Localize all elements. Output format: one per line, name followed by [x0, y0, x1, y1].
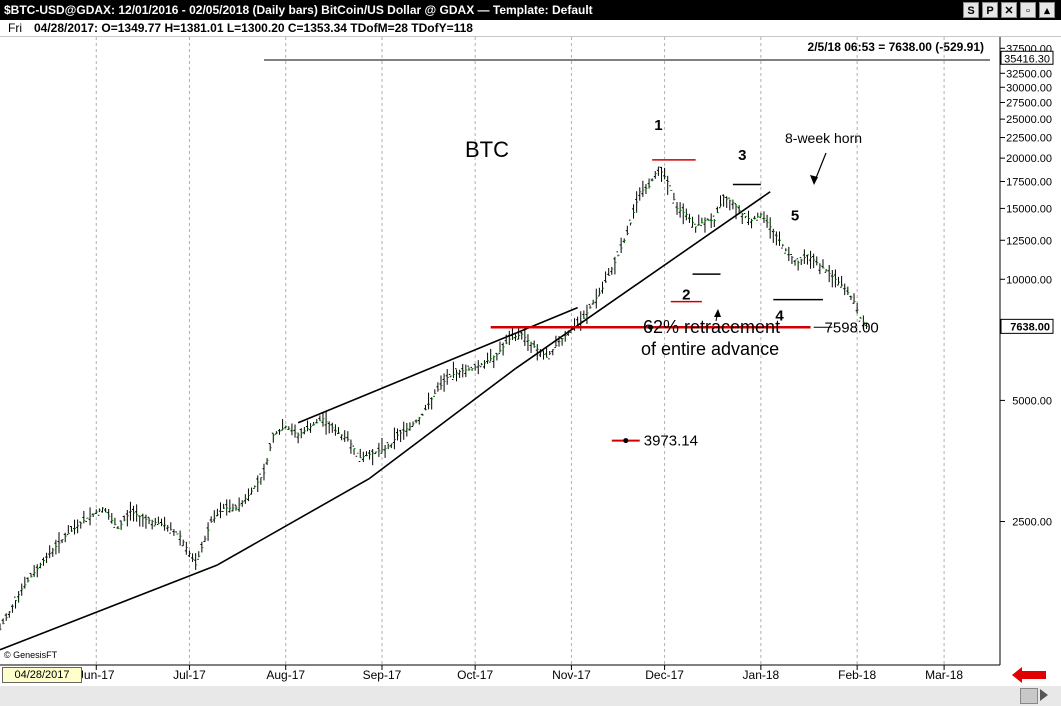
y-tick-label: 27500.00 — [1006, 97, 1052, 109]
y-tick-label: 17500.00 — [1006, 176, 1052, 188]
x-tick-label: Aug-17 — [266, 668, 305, 682]
top-value-box — [1000, 50, 1054, 65]
level-label: 3973.14 — [644, 433, 698, 450]
wave-label: 2 — [682, 287, 690, 304]
x-tick-label: Jan-18 — [743, 668, 780, 682]
x-tick-label: Dec-17 — [645, 668, 684, 682]
level-dot — [623, 438, 629, 444]
y-tick-label: 10000.00 — [1006, 274, 1052, 286]
wave-label: 5 — [791, 207, 799, 224]
price-chart[interactable]: 2/5/18 06:53 = 7638.00 (-529.91) 37500.0… — [0, 37, 1061, 686]
title-bar: $BTC-USD@GDAX: 12/01/2016 - 02/05/2018 (… — [0, 0, 1061, 20]
wave-label: 3 — [738, 147, 746, 164]
s-button[interactable]: S — [963, 2, 979, 18]
y-tick-label: 20000.00 — [1006, 153, 1052, 165]
trendline — [369, 367, 517, 480]
ohlc-readout: 04/28/2017: O=1349.77 H=1381.01 L=1300.2… — [34, 21, 473, 35]
title-buttons: S P ✕ ▫ ▴ — [963, 2, 1055, 18]
horn-label: 8-week horn — [785, 130, 862, 146]
horizontal-scrollbar[interactable] — [0, 686, 1061, 706]
restore-icon[interactable]: ▫ — [1020, 2, 1036, 18]
trendline — [216, 477, 370, 566]
wave-label: 4 — [775, 307, 784, 324]
trendline — [0, 564, 218, 651]
y-tick-label: 12500.00 — [1006, 235, 1052, 247]
info-bar: Fri 04/28/2017: O=1349.77 H=1381.01 L=13… — [0, 20, 1061, 37]
day-label: Fri — [8, 21, 22, 35]
y-tick-label: 2500.00 — [1012, 517, 1052, 529]
x-tick-label: Sep-17 — [363, 668, 402, 682]
y-tick-label: 30000.00 — [1006, 82, 1052, 94]
y-tick-label: 22500.00 — [1006, 133, 1052, 145]
maximize-icon[interactable]: ▴ — [1039, 2, 1055, 18]
price-bars — [0, 166, 868, 631]
cursor-date: 04/28/2017 — [2, 667, 82, 683]
wave-label: 1 — [654, 117, 662, 134]
retracement-arrowhead — [714, 309, 721, 317]
p-button[interactable]: P — [982, 2, 998, 18]
scroll-right-icon[interactable] — [1040, 689, 1048, 701]
x-tick-label: Feb-18 — [838, 668, 876, 682]
x-tick-label: Jul-17 — [173, 668, 206, 682]
x-tick-label: Nov-17 — [552, 668, 591, 682]
top-value-label: 35416.30 — [1004, 53, 1050, 65]
scroll-thumb[interactable] — [1020, 688, 1038, 704]
last-value-box — [1000, 318, 1054, 334]
retracement-label: of entire advance — [641, 339, 779, 359]
trendline — [515, 191, 771, 370]
x-tick-label: Mar-18 — [925, 668, 963, 682]
x-tick-label: Jun-17 — [78, 668, 115, 682]
last-value-label: 7638.00 — [1010, 321, 1050, 333]
chart-title: BTC — [465, 137, 509, 162]
copyright: © GenesisFT — [4, 650, 58, 660]
level-label: 7598.00 — [825, 319, 879, 336]
y-tick-label: 25000.00 — [1006, 114, 1052, 126]
x-tick-label: Oct-17 — [457, 668, 493, 682]
retracement-label: 62% retracement — [643, 317, 780, 337]
horn-arrowhead — [810, 175, 818, 185]
window-title: $BTC-USD@GDAX: 12/01/2016 - 02/05/2018 (… — [4, 3, 593, 17]
close-icon[interactable]: ✕ — [1001, 2, 1017, 18]
y-tick-label: 5000.00 — [1012, 395, 1052, 407]
y-tick-label: 32500.00 — [1006, 68, 1052, 80]
scroll-left-arrow-icon[interactable] — [1012, 667, 1046, 683]
y-tick-label: 15000.00 — [1006, 203, 1052, 215]
level-dot — [648, 324, 654, 330]
header-readout: 2/5/18 06:53 = 7638.00 (-529.91) — [808, 40, 984, 54]
